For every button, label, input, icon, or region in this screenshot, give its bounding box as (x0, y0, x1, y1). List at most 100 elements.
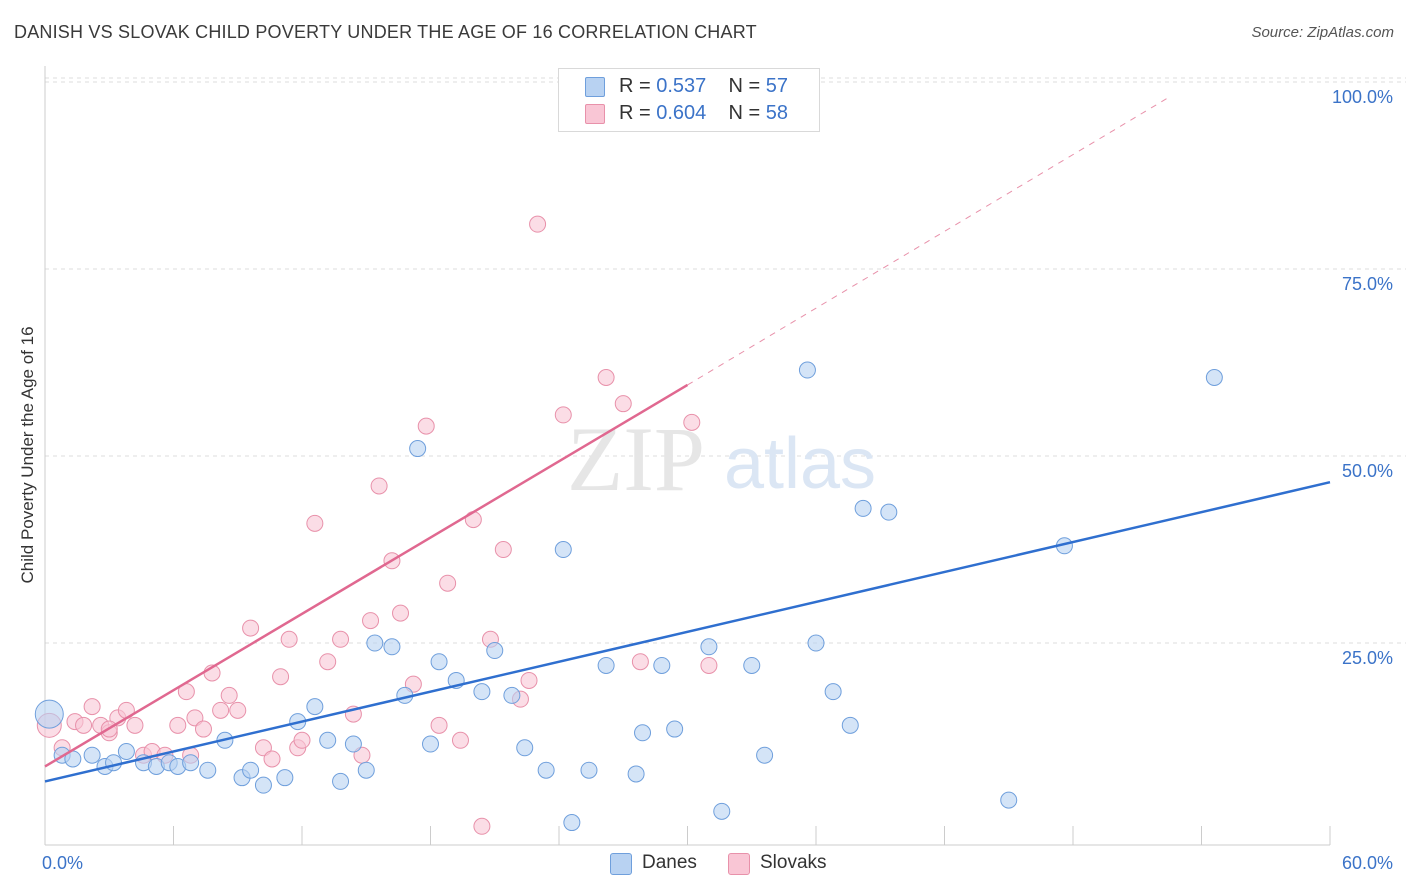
slovaks-point (319, 653, 337, 671)
slovaks-point (186, 709, 204, 727)
slovaks-point (404, 675, 422, 693)
danes-point (105, 754, 123, 772)
danes-point (430, 653, 448, 671)
danes-legend-swatch (610, 853, 632, 875)
danes-point (1205, 369, 1223, 386)
danes-point (503, 686, 521, 704)
slovaks-point (263, 750, 281, 768)
danes-point (254, 776, 272, 794)
x-tick-label-min: 0.0% (42, 853, 83, 873)
axis-labels: 25.0% 50.0% 75.0% 100.0% 0.0% 60.0% (42, 87, 1393, 873)
slovaks-point (194, 720, 212, 738)
danes-point (713, 802, 731, 820)
watermark-zip: ZIP (567, 408, 705, 510)
slovaks-point (683, 413, 701, 431)
danes-point (756, 746, 774, 764)
danes-point (117, 743, 135, 760)
slovaks-point (520, 671, 538, 689)
slovaks-point (220, 686, 238, 704)
slovaks-point (83, 698, 101, 716)
watermark-atlas: atlas (724, 424, 876, 504)
danes-point (841, 716, 859, 734)
danes-point (344, 735, 362, 753)
danes-point (83, 746, 101, 764)
slovaks-point (254, 739, 272, 757)
slovaks-point (554, 406, 572, 424)
legend-text-danes: R = 0.537 N = 57 (619, 75, 789, 97)
danes-point (563, 814, 581, 832)
slovaks-point (439, 574, 457, 592)
danes-point (537, 761, 555, 779)
danes-point (422, 735, 439, 753)
slovaks-point (332, 630, 350, 648)
danes-point (383, 638, 401, 656)
slovaks-point (169, 716, 187, 734)
danes-point (357, 761, 375, 779)
danes-point (634, 724, 652, 742)
danes-point (366, 634, 384, 652)
danes-point (653, 656, 671, 674)
slovaks-point (392, 604, 410, 622)
slovaks-point (242, 619, 260, 637)
source-label: Source: ZipAtlas.com (1251, 24, 1394, 41)
danes-point (1000, 791, 1018, 809)
gridlines (45, 77, 1406, 644)
slovaks-point (272, 668, 290, 686)
y-tick-label-75: 75.0% (1342, 274, 1393, 294)
slovaks-swatch (585, 104, 605, 124)
danes-point (743, 656, 761, 674)
danes-trend-line (44, 481, 1331, 783)
danes-point (306, 698, 324, 716)
slovaks-trend-extension (687, 96, 1170, 386)
slovaks-point (614, 395, 632, 413)
danes-points (34, 361, 1223, 832)
slovaks-point (126, 716, 144, 734)
slovaks-point (293, 731, 311, 749)
y-tick-label-100: 100.0% (1332, 87, 1393, 107)
danes-point (580, 761, 598, 779)
slovaks-point (306, 514, 324, 532)
slovaks-point (631, 653, 649, 671)
danes-legend-label: Danes (642, 852, 697, 873)
slovaks-point (229, 701, 247, 719)
danes-point (807, 634, 825, 652)
slovaks-point (430, 716, 448, 734)
trend-lines (44, 96, 1331, 783)
danes-point (409, 440, 427, 458)
slovaks-legend-swatch (728, 853, 750, 875)
danes-point (880, 503, 898, 521)
stats-legend: R = 0.537 N = 57 R = 0.604 N = 58 (558, 68, 820, 132)
slovaks-point (362, 612, 380, 630)
danes-point (516, 739, 534, 757)
slovaks-point (494, 541, 512, 559)
slovaks-point (417, 417, 435, 435)
slovaks-point (370, 477, 388, 495)
slovaks-point (597, 369, 615, 386)
danes-point (597, 656, 615, 674)
slovaks-point (473, 817, 491, 835)
danes-point (473, 683, 491, 701)
chart-title: DANISH VS SLOVAK CHILD POVERTY UNDER THE… (14, 22, 757, 42)
danes-point (798, 361, 816, 379)
slovaks-point (529, 215, 547, 233)
x-tick-label-max: 60.0% (1342, 853, 1393, 873)
danes-point (199, 761, 217, 779)
danes-point (700, 638, 718, 656)
slovaks-trend-line (44, 383, 689, 768)
slovaks-point (280, 630, 298, 648)
slovaks-legend-label: Slovaks (760, 852, 827, 873)
danes-point (182, 754, 200, 772)
danes-point (627, 765, 645, 783)
danes-point (854, 499, 872, 517)
danes-swatch (585, 77, 605, 97)
y-tick-label-25: 25.0% (1342, 648, 1393, 668)
slovaks-point (451, 731, 469, 749)
danes-point (486, 642, 504, 660)
slovaks-point (212, 701, 230, 719)
danes-point (332, 772, 350, 790)
legend-text-slovaks: R = 0.604 N = 58 (619, 102, 789, 124)
danes-point (34, 699, 64, 729)
y-tick-label-50: 50.0% (1342, 461, 1393, 481)
danes-point (276, 769, 294, 787)
